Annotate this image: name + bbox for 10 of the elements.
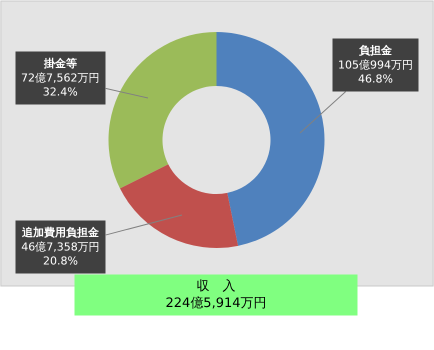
slice-label: 掛金等 [42, 57, 77, 70]
donut-slice [108, 32, 216, 188]
data-label: 72億7,562万円 32.4% [21, 71, 100, 99]
donut-slice [120, 164, 238, 248]
data-label: 46億7,358万円 20.8% [21, 240, 100, 268]
slice-label: 追加費用負担金 [21, 226, 100, 239]
data-label: 105億994万円 46.8% [338, 58, 413, 86]
donut-slice [216, 32, 324, 246]
text: 収 入 224億5,914万円 [165, 279, 267, 311]
slice-label: 負担金 [358, 44, 393, 57]
